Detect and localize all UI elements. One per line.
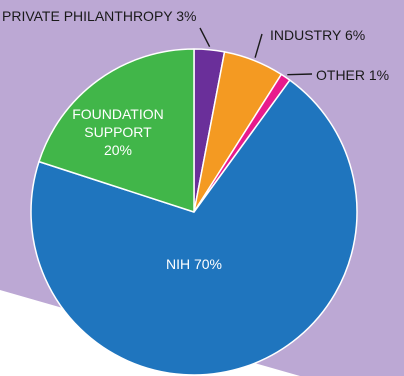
slice-label-industry: INDUSTRY 6% (270, 27, 365, 43)
pie-slice-4 (38, 48, 195, 213)
leader-line-1 (254, 33, 263, 58)
slice-label-nih: NIH 70% (166, 256, 222, 272)
pie-slice-3 (30, 79, 358, 376)
slice-label-foundation-line3: 20% (104, 142, 132, 158)
leader-line-2 (287, 73, 313, 76)
slice-label-foundation-line2: SUPPORT (84, 124, 152, 140)
slice-label-foundation-line1: FOUNDATION (72, 106, 164, 122)
leader-line-0 (199, 27, 211, 48)
slice-label-private-philanthropy: PRIVATE PHILANTHROPY 3% (2, 8, 197, 24)
leader-lines (199, 27, 313, 76)
slice-label-other: OTHER 1% (316, 67, 389, 83)
pie-slices (30, 48, 358, 376)
slice-label-foundation-support: FOUNDATION SUPPORT 20% (72, 106, 164, 158)
